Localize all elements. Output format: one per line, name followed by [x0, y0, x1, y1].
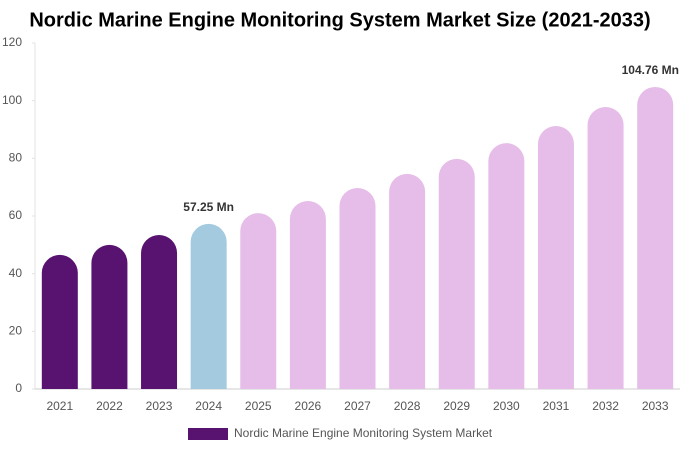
x-tick-label: 2031 — [543, 399, 570, 413]
x-tick-label: 2025 — [245, 399, 272, 413]
legend-swatch — [188, 428, 228, 440]
bar — [289, 201, 326, 389]
bar — [438, 158, 475, 389]
x-tick-label: 2024 — [195, 399, 222, 413]
bar — [339, 188, 376, 389]
bar — [190, 223, 227, 389]
x-tick-label: 2029 — [443, 399, 470, 413]
bar — [389, 173, 426, 389]
value-label: 57.25 Mn — [183, 200, 234, 214]
x-tick-label: 2030 — [493, 399, 520, 413]
bar — [587, 107, 624, 389]
value-label: 104.76 Mn — [622, 63, 679, 77]
legend-label: Nordic Marine Engine Monitoring System M… — [234, 426, 493, 440]
bar — [91, 244, 128, 389]
y-tick-label: 100 — [2, 93, 22, 107]
x-tick-label: 2026 — [295, 399, 322, 413]
bar — [537, 126, 574, 390]
y-tick-label: 20 — [9, 324, 23, 338]
bar — [488, 143, 525, 389]
bar — [141, 235, 178, 389]
x-tick-label: 2021 — [46, 399, 73, 413]
x-tick-label: 2032 — [592, 399, 619, 413]
bar — [637, 86, 674, 389]
x-tick-label: 2023 — [146, 399, 173, 413]
x-tick-label: 2028 — [394, 399, 421, 413]
bar — [41, 254, 78, 389]
y-tick-label: 80 — [9, 151, 23, 165]
y-tick-label: 40 — [9, 266, 23, 280]
x-tick-label: 2022 — [96, 399, 123, 413]
chart-title: Nordic Marine Engine Monitoring System M… — [29, 9, 650, 31]
bar — [240, 213, 277, 389]
y-tick-label: 60 — [9, 208, 23, 222]
x-tick-label: 2027 — [344, 399, 371, 413]
x-tick-label: 2033 — [642, 399, 669, 413]
y-tick-label: 0 — [15, 381, 22, 395]
y-tick-label: 120 — [2, 35, 22, 49]
